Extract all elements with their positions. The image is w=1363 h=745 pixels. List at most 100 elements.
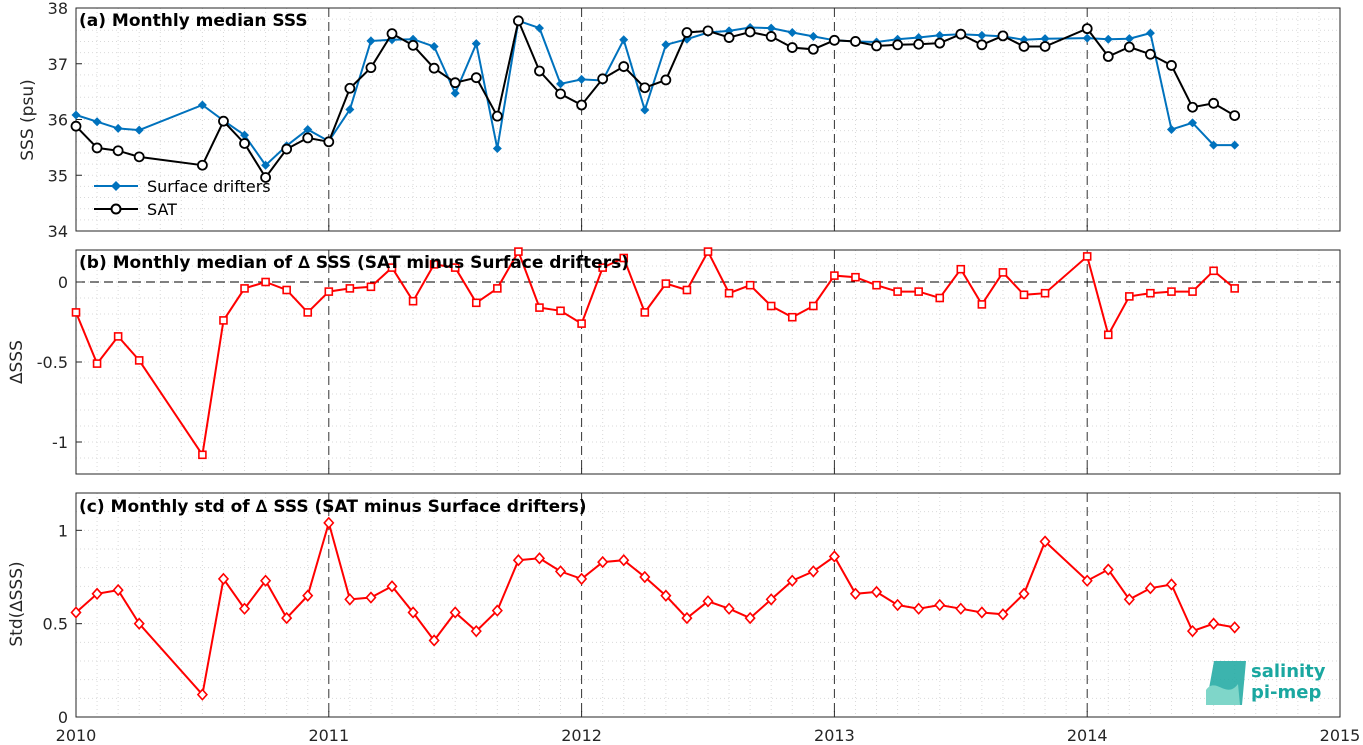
data-point (598, 263, 607, 272)
panel-c-ylabel: Std(∆SSS) (7, 561, 27, 646)
data-point (134, 125, 144, 135)
y-tick-label: 0 (58, 273, 68, 292)
data-point (71, 110, 81, 120)
data-point (849, 587, 862, 600)
data-point (935, 30, 945, 40)
data-point (913, 38, 925, 50)
data-point (998, 268, 1008, 277)
data-point (91, 142, 103, 154)
data-point (723, 602, 735, 615)
data-point (1186, 624, 1199, 638)
data-point (640, 308, 650, 317)
data-point (556, 79, 566, 89)
data-point (303, 308, 313, 317)
y-tick-label: 36 (48, 111, 68, 130)
logo-line1: salinity (1251, 661, 1326, 682)
data-point (639, 82, 651, 94)
panel-b-delta-sss: -1 -0.5 0 (37, 247, 1341, 475)
data-point (366, 36, 376, 46)
panel-b-ylabel: ∆SSS (7, 340, 27, 385)
data-point (533, 552, 546, 565)
logo-line2: pi-mep (1251, 682, 1321, 703)
data-point (977, 30, 987, 40)
data-point (576, 572, 588, 586)
data-point (682, 285, 692, 295)
data-point (1123, 593, 1135, 606)
data-point (1145, 48, 1156, 60)
data-point (323, 516, 335, 530)
salinity-pi-mep-logo: salinity pi-mep (1206, 661, 1326, 705)
data-point (198, 450, 207, 460)
data-point (724, 288, 734, 298)
data-point (1018, 41, 1030, 52)
data-point (134, 356, 144, 365)
data-point (407, 39, 419, 51)
data-point (1188, 287, 1197, 296)
legend: Surface drifters SAT (94, 177, 271, 219)
data-point (830, 271, 839, 280)
panel-b-title: (b) Monthly median of ∆ SSS (SAT minus S… (79, 253, 629, 273)
data-point (640, 105, 650, 115)
data-point (681, 27, 693, 38)
data-point (449, 606, 461, 619)
data-point (240, 284, 249, 293)
y-tick-label: -1 (52, 433, 68, 452)
data-point (365, 62, 377, 74)
data-point (429, 41, 439, 51)
data-point (997, 608, 1009, 621)
data-point (217, 572, 230, 586)
data-point (1039, 535, 1051, 548)
data-point (534, 65, 545, 77)
data-point (1166, 125, 1176, 135)
data-point (702, 595, 714, 608)
data-point (324, 287, 334, 296)
data-point (1124, 34, 1134, 44)
data-point (70, 120, 82, 132)
data-point (112, 583, 124, 597)
x-tick-label: 2013 (814, 726, 855, 745)
data-point (1209, 140, 1219, 150)
data-point (619, 253, 629, 263)
data-point (828, 550, 840, 563)
data-point (492, 143, 502, 153)
data-point (1229, 110, 1241, 121)
data-point (977, 300, 987, 309)
data-point (976, 606, 988, 619)
data-point (1082, 33, 1092, 43)
data-point (829, 34, 840, 46)
data-point (618, 554, 630, 567)
data-point (765, 31, 777, 42)
data-point (261, 277, 270, 287)
data-point (892, 39, 903, 51)
data-point (1102, 563, 1114, 576)
data-point (428, 62, 440, 74)
data-point (387, 263, 397, 272)
data-point (597, 555, 609, 569)
data-point (597, 73, 609, 85)
data-point (196, 688, 208, 701)
data-point (113, 332, 123, 341)
data-point (639, 570, 651, 584)
data-point (556, 306, 565, 316)
data-point (512, 554, 524, 567)
data-point (1039, 41, 1051, 52)
data-point (1187, 101, 1198, 113)
data-point (660, 589, 672, 602)
data-point (997, 30, 1009, 42)
data-point (450, 88, 460, 98)
x-tick-label: 2011 (308, 726, 349, 745)
data-point (976, 39, 988, 51)
data-point (850, 36, 861, 47)
panel-a-title: (a) Monthly median SSS (79, 11, 308, 31)
data-point (934, 37, 946, 49)
data-point (1103, 34, 1113, 44)
data-point (787, 28, 797, 38)
data-point (1040, 288, 1050, 298)
data-point (807, 43, 819, 55)
data-point (744, 611, 756, 625)
panel-a-ylabel: SSS (psu) (18, 79, 38, 160)
data-point (956, 264, 966, 274)
data-point (766, 301, 776, 311)
data-point (365, 591, 377, 604)
data-point (91, 587, 103, 600)
